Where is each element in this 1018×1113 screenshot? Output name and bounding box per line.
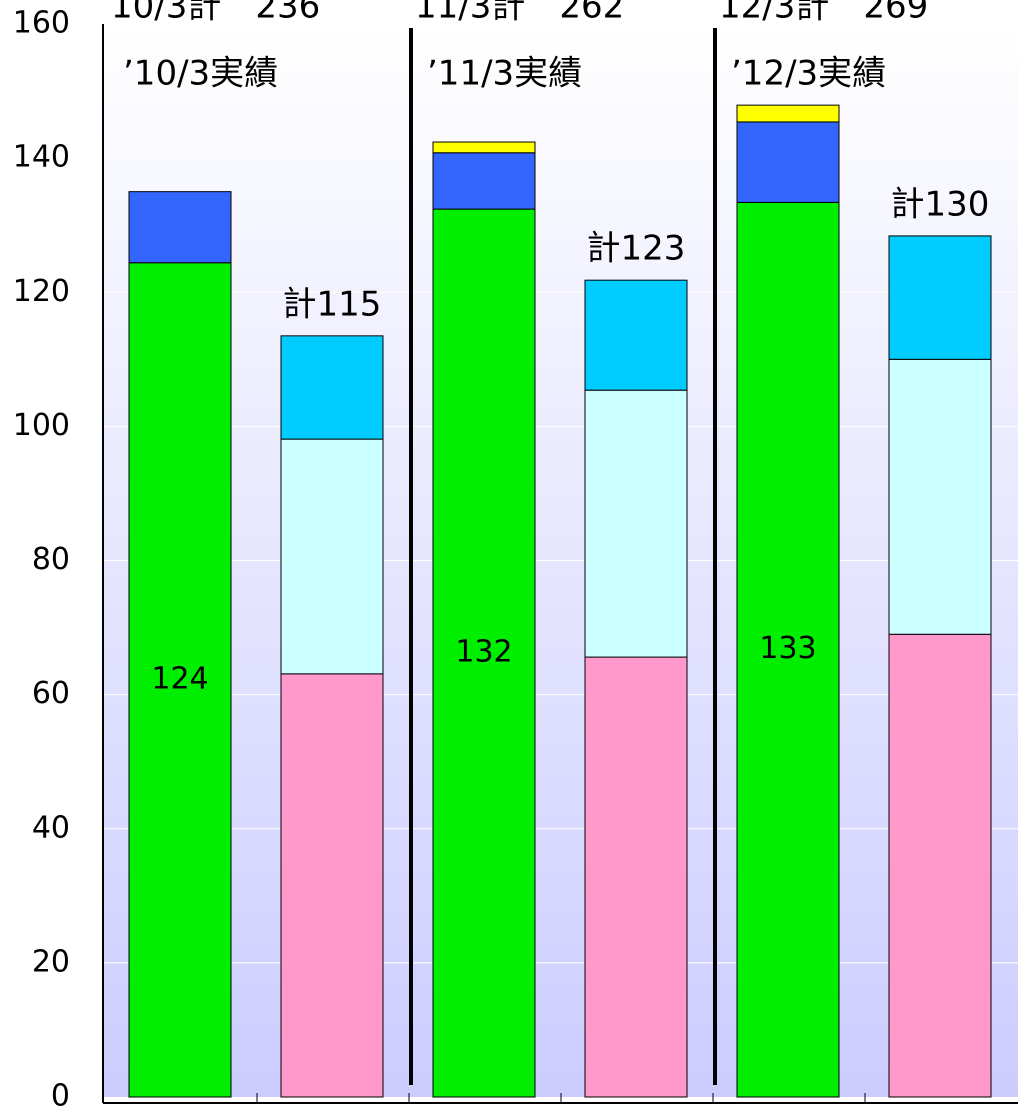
group-label: ’10/3実績: [123, 54, 278, 94]
y-tick-label: 40: [32, 810, 70, 845]
y-tick-label: 0: [51, 1079, 70, 1113]
value-label: 132: [455, 635, 512, 670]
y-tick-label: 160: [13, 6, 70, 41]
bar-segment: [736, 121, 840, 203]
bar-segment: [736, 104, 840, 123]
value-label: 133: [759, 631, 816, 666]
y-tick-label: 20: [32, 944, 70, 979]
total-label: 計115: [283, 284, 382, 324]
group-label: ’11/3実績: [427, 54, 582, 94]
bar-segment: [432, 208, 536, 1098]
bar-segment: [584, 389, 688, 658]
header: 11/3計 262: [415, 0, 624, 27]
y-tick-label: 60: [32, 676, 70, 711]
y-tick-label: 140: [13, 140, 70, 175]
bar-segment: [584, 279, 688, 391]
y-tick-label: 100: [13, 408, 70, 443]
bar-segment: [128, 191, 232, 264]
bar-segment: [432, 141, 536, 154]
header: 12/3計 269: [719, 0, 928, 27]
bar-segment: [736, 201, 840, 1098]
bar-segment: [432, 152, 536, 210]
bar-segment: [280, 438, 384, 675]
bar-segment: [888, 235, 992, 360]
bar-segment: [888, 358, 992, 635]
bar-segment: [280, 335, 384, 440]
value-label: 124: [151, 661, 208, 696]
group-label: ’12/3実績: [731, 54, 886, 94]
y-tick-label: 120: [13, 274, 70, 309]
bar-segment: [888, 633, 992, 1098]
bar-segment: [280, 673, 384, 1098]
total-label: 計130: [891, 184, 990, 224]
total-label: 計123: [587, 229, 686, 269]
y-tick-label: 80: [32, 542, 70, 577]
header: 10/3計 236: [111, 0, 320, 27]
bar-segment: [584, 656, 688, 1098]
